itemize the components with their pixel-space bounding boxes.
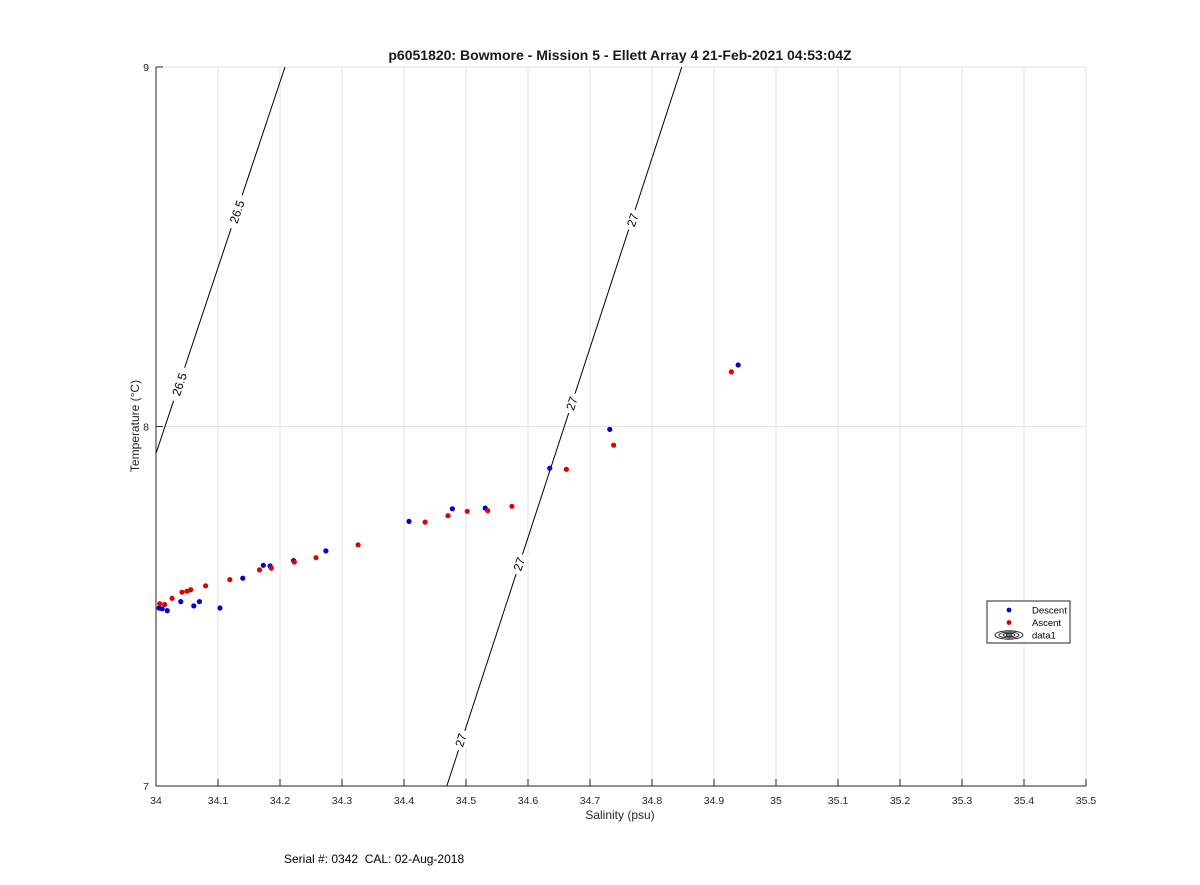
x-tick-label: 35.1: [828, 795, 849, 807]
y-axis-ticks: 7 8 9: [143, 62, 163, 793]
x-tick-label: 34.4: [394, 795, 415, 807]
ascent-point: [256, 567, 263, 573]
y-tick-label: 8: [143, 422, 149, 434]
x-axis-label: Salinity (psu): [585, 808, 654, 822]
legend-box: [986, 600, 1071, 644]
legend-contour-icon: [1005, 633, 1013, 637]
ascent-point: [169, 595, 175, 601]
ascent-point: [611, 442, 617, 448]
ascent-point: [203, 583, 209, 589]
contour-label: 27: [562, 391, 582, 416]
y-axis-label: Temperature (°C): [128, 380, 142, 472]
legend-label-ascent: Ascent: [1032, 618, 1061, 629]
data-points: [156, 362, 741, 614]
grid-lines: [156, 66, 1087, 786]
contour-label-text: 27: [511, 555, 529, 572]
ascent-point: [188, 587, 194, 593]
descent-point: [547, 465, 553, 471]
ascent-point: [464, 508, 470, 514]
contour-label: 27: [622, 208, 643, 232]
x-axis-ticks: 34 34.1 34.2 34.3 34.4 34.5 34.6 34.7 34.8 34.9 35…: [150, 779, 1096, 807]
legend-contour-icon: [998, 631, 1020, 639]
x-tick-label: 34.1: [208, 795, 229, 807]
contour-label-text: 27: [624, 211, 642, 228]
descent-point: [159, 606, 165, 612]
descent-point: [196, 599, 202, 605]
ascent-point: [179, 589, 185, 595]
contour-label: 27: [509, 552, 530, 577]
legend-contour-icon: [994, 630, 1024, 640]
ascent-point: [563, 466, 570, 472]
descent-point: [607, 426, 613, 432]
legend-contour-icon: [1002, 632, 1016, 638]
contour-line-27: [446, 67, 683, 786]
x-tick-label: 34.2: [270, 795, 291, 807]
ascent-point: [291, 559, 297, 565]
legend-label-data1: data1: [1032, 631, 1056, 642]
y-tick-label: 7: [143, 781, 149, 793]
x-tick-label: 34.3: [332, 795, 353, 807]
descent-point: [164, 608, 170, 614]
x-tick-label: 34.6: [518, 795, 539, 807]
y-tick-label: 9: [143, 62, 149, 74]
ascent-point: [227, 577, 233, 583]
legend-marker-descent: [1006, 607, 1012, 613]
x-tick-label: 35.5: [1076, 795, 1097, 807]
contour-label-background: [167, 365, 192, 404]
legend-label-descent: Descent: [1032, 606, 1067, 617]
ascent-point: [313, 555, 319, 561]
ascent-point: [422, 519, 428, 525]
contour-label-text: 27: [563, 395, 581, 412]
ascent-point: [355, 542, 361, 548]
descent-point: [217, 605, 223, 611]
contour-label-background: [225, 193, 250, 231]
descent-point: [240, 575, 246, 581]
ascent-point: [445, 513, 451, 519]
contour-label-background: [451, 728, 471, 753]
contour-label-background: [622, 208, 643, 232]
contour-label: 27: [451, 728, 471, 753]
contour-label-text: 27: [452, 731, 470, 748]
descent-point: [735, 362, 741, 368]
chart-title: p6051820: Bowmore - Mission 5 - Ellett A…: [388, 47, 852, 63]
ascent-point: [162, 601, 168, 608]
x-tick-label: 35.2: [890, 795, 911, 807]
ascent-point: [728, 369, 735, 375]
x-tick-label: 35: [770, 795, 782, 807]
x-tick-label: 34.7: [580, 795, 601, 807]
descent-point: [178, 599, 184, 605]
x-tick-label: 35.3: [952, 795, 973, 807]
contour-label-background: [562, 391, 582, 416]
x-tick-label: 35.4: [1014, 795, 1035, 807]
contour-label-background: [509, 552, 530, 577]
ascent-point: [157, 601, 163, 607]
descent-point: [260, 562, 266, 568]
x-tick-label: 34.5: [456, 795, 477, 807]
descent-point: [449, 506, 455, 512]
x-tick-label: 34.8: [642, 795, 663, 807]
x-tick-label: 34.9: [704, 795, 725, 807]
descent-point: [406, 518, 412, 525]
descent-point: [323, 548, 329, 554]
ascent-point: [268, 565, 274, 571]
ascent-point: [509, 503, 515, 509]
x-tick-label: 34: [150, 795, 162, 807]
legend-marker-ascent: [1006, 620, 1012, 625]
descent-point: [191, 603, 197, 609]
ascent-point: [485, 508, 491, 514]
serial-calibration-footer: Serial #: 0342 CAL: 02-Aug-2018: [284, 852, 465, 866]
